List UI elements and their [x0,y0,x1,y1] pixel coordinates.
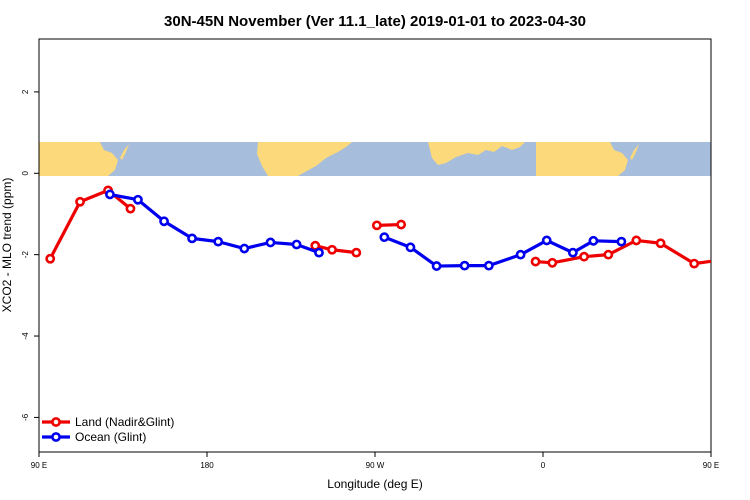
legend-marker [51,432,61,442]
data-point [655,238,666,249]
y-tick-label: -2 [21,251,30,259]
data-point [405,242,416,253]
data-point [213,236,224,247]
data-point [579,251,589,262]
data-point [133,194,143,205]
legend: Land (Nadir&Glint)Ocean (Glint) [42,415,174,444]
x-tick-label: 90 E [703,461,719,470]
chart-title: 30N-45N November (Ver 11.1_late) 2019-01… [164,13,586,30]
data-point [327,244,337,255]
data-point [351,247,362,258]
data-point [547,257,558,268]
data-point [720,256,727,263]
data-point [616,236,627,247]
series-layer [45,185,750,271]
world-map-strip [39,142,711,176]
data-point [631,235,642,246]
x-tick-label: 90 W [366,461,385,470]
data-point [541,235,552,246]
y-axis-label: XCO2 - MLO trend (ppm) [0,178,14,313]
series-0 [45,185,750,269]
legend-item: Ocean (Glint) [42,430,146,444]
data-point [747,198,750,205]
data-point [431,261,442,271]
series-line [535,238,711,266]
y-tick-label: -4 [21,332,30,340]
data-point [396,219,407,230]
map-land-europe-africa [428,142,525,165]
legend-label: Ocean (Glint) [75,430,146,444]
data-point [75,196,85,207]
map-land-asia-right [536,142,628,176]
data-point [483,260,494,271]
data-point [567,247,578,258]
map-land-asia-left [39,142,118,176]
data-point [239,243,250,254]
map-land-japan-right [630,144,639,160]
legend-item: Land (Nadir&Glint) [42,415,174,429]
series-1 [105,189,627,271]
data-point [689,258,700,269]
series-line [383,235,622,268]
data-point [105,189,115,200]
plot-frame [38,38,712,453]
map-land-north-america [257,142,352,176]
x-axis: 90 E 180 90 W 0 90 E [31,452,719,470]
y-tick-label: -6 [21,413,30,421]
data-point [588,235,599,246]
data-point [459,260,470,271]
data-point [530,256,541,267]
x-axis-label: Longitude (deg E) [327,477,422,491]
data-point [45,253,56,264]
data-point [603,249,614,260]
data-point [379,232,390,243]
legend-label: Land (Nadir&Glint) [75,415,174,429]
map-land-japan-left [120,144,129,160]
data-point [291,239,302,250]
x-tick-label: 180 [200,461,214,470]
series-line [48,188,132,260]
data-point [371,220,382,231]
data-point [187,233,197,244]
y-tick-label: 2 [21,89,30,94]
legend-marker [51,417,61,427]
data-point [265,237,276,248]
x-tick-label: 90 E [31,461,47,470]
data-point [310,240,321,251]
data-point [159,216,169,227]
data-point [314,247,324,258]
y-tick-label: 0 [21,171,30,176]
data-point [515,249,526,260]
x-tick-label: 0 [541,461,546,470]
data-point [125,203,136,214]
y-axis: 2 0 -2 -4 -6 [21,89,39,421]
